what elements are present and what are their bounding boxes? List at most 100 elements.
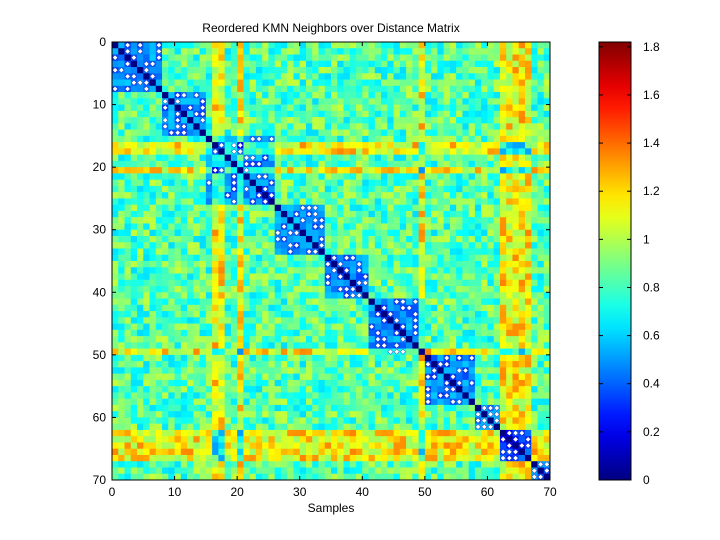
heatmap-cell: [493, 117, 501, 124]
heatmap-cell: [474, 117, 482, 124]
heatmap-cell: [230, 167, 238, 174]
heatmap-cell: [343, 398, 351, 406]
heatmap-cell: [381, 160, 388, 168]
heatmap-cell: [262, 42, 269, 49]
heatmap-cell: [168, 148, 175, 156]
heatmap-cell: [280, 279, 288, 287]
neighbor-marker: [306, 211, 313, 218]
heatmap-cell: [524, 354, 532, 362]
heatmap-cell: [487, 135, 495, 143]
heatmap-cell: [262, 85, 269, 93]
heatmap-cell: [143, 329, 150, 337]
heatmap-cell: [356, 392, 363, 400]
heatmap-cell: [424, 442, 432, 450]
heatmap-cell: [481, 273, 488, 281]
heatmap-cell: [362, 117, 369, 124]
heatmap-cell: [193, 442, 200, 450]
heatmap-cell: [168, 367, 175, 375]
heatmap-cell: [337, 248, 344, 256]
heatmap-cell: [274, 467, 282, 475]
heatmap-cell: [393, 454, 401, 462]
heatmap-cell: [237, 304, 244, 312]
heatmap-cell: [280, 98, 288, 105]
heatmap-cell: [331, 154, 338, 162]
heatmap-cell: [374, 67, 382, 74]
heatmap-cell: [531, 279, 538, 287]
heatmap-cell: [381, 454, 388, 462]
heatmap-cell: [524, 461, 532, 468]
heatmap-cell: [443, 217, 451, 224]
heatmap-cell: [168, 411, 175, 418]
heatmap-cell: [237, 329, 244, 337]
heatmap-cell: [356, 317, 363, 324]
heatmap-cell: [112, 442, 119, 450]
heatmap-cell: [187, 198, 194, 206]
heatmap-cell: [287, 135, 294, 143]
heatmap-cell: [424, 448, 432, 456]
heatmap-cell: [312, 92, 319, 99]
heatmap-cell: [493, 204, 501, 212]
heatmap-cell: [543, 298, 551, 306]
heatmap-cell: [456, 235, 463, 243]
heatmap-cell: [499, 348, 507, 356]
heatmap-cell: [293, 198, 301, 206]
heatmap-cell: [324, 85, 332, 93]
heatmap-cell: [424, 411, 432, 418]
heatmap-cell: [524, 173, 532, 181]
heatmap-cell: [418, 286, 426, 293]
heatmap-cell: [499, 386, 507, 393]
heatmap-cell: [524, 267, 532, 274]
heatmap-cell: [305, 154, 313, 162]
heatmap-cell: [218, 148, 226, 156]
heatmap-cell: [487, 204, 495, 212]
heatmap-cell: [537, 417, 545, 425]
heatmap-cell: [331, 473, 338, 481]
heatmap-cell: [462, 160, 470, 168]
heatmap-cell: [212, 286, 219, 293]
heatmap-cell: [305, 336, 313, 343]
heatmap-cell: [318, 154, 326, 162]
heatmap-cell: [462, 192, 470, 199]
heatmap-cell: [137, 98, 144, 105]
heatmap-cell: [249, 404, 257, 412]
heatmap-cell: [249, 204, 257, 212]
heatmap-cell: [118, 60, 125, 68]
heatmap-cell: [349, 110, 357, 118]
heatmap-cell: [406, 392, 413, 400]
heatmap-cell: [118, 73, 125, 80]
heatmap-cell: [424, 467, 432, 475]
heatmap-cell: [343, 117, 351, 124]
heatmap-cell: [506, 392, 513, 400]
heatmap-cell: [155, 304, 163, 312]
heatmap-cell: [312, 48, 319, 55]
heatmap-cell: [531, 392, 538, 400]
heatmap-cell: [424, 454, 432, 462]
heatmap-cell: [362, 123, 369, 130]
heatmap-cell: [512, 279, 520, 287]
heatmap-cell: [487, 98, 495, 105]
heatmap-cell: [368, 154, 376, 162]
heatmap-cell: [205, 248, 213, 256]
heatmap-cell: [249, 398, 257, 406]
heatmap-cell: [374, 129, 382, 137]
heatmap-cell: [443, 73, 451, 80]
heatmap-cell: [424, 242, 432, 249]
heatmap-cell: [531, 367, 538, 375]
heatmap-cell: [406, 198, 413, 206]
heatmap-cell: [187, 311, 194, 318]
heatmap-cell: [381, 411, 388, 418]
heatmap-cell: [280, 404, 288, 412]
heatmap-cell: [299, 448, 307, 456]
heatmap-cell: [412, 348, 419, 356]
heatmap-cell: [262, 304, 269, 312]
heatmap-cell: [249, 442, 257, 450]
heatmap-cell: [474, 210, 482, 218]
heatmap-cell: [130, 279, 138, 287]
heatmap-cell: [537, 135, 545, 143]
heatmap-cell: [112, 261, 119, 268]
heatmap-cell: [449, 92, 457, 99]
heatmap-cell: [112, 448, 119, 456]
heatmap-cell: [187, 423, 194, 431]
heatmap-cell: [349, 198, 357, 206]
neighbor-marker: [181, 92, 187, 99]
